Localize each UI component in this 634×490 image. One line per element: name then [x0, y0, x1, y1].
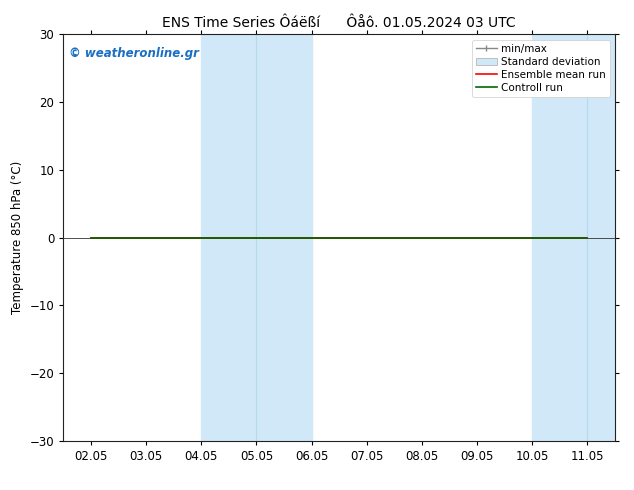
Y-axis label: Temperature 850 hPa (°C): Temperature 850 hPa (°C) [11, 161, 24, 314]
Bar [202, 34, 312, 441]
Bar [533, 34, 615, 441]
Title: ENS Time Series Ôáëßí      Ôåô. 01.05.2024 03 UTC: ENS Time Series Ôáëßí Ôåô. 01.05.2024 03… [162, 16, 516, 30]
Text: © weatheronline.gr: © weatheronline.gr [69, 47, 199, 59]
Legend: min/max, Standard deviation, Ensemble mean run, Controll run: min/max, Standard deviation, Ensemble me… [472, 40, 610, 97]
